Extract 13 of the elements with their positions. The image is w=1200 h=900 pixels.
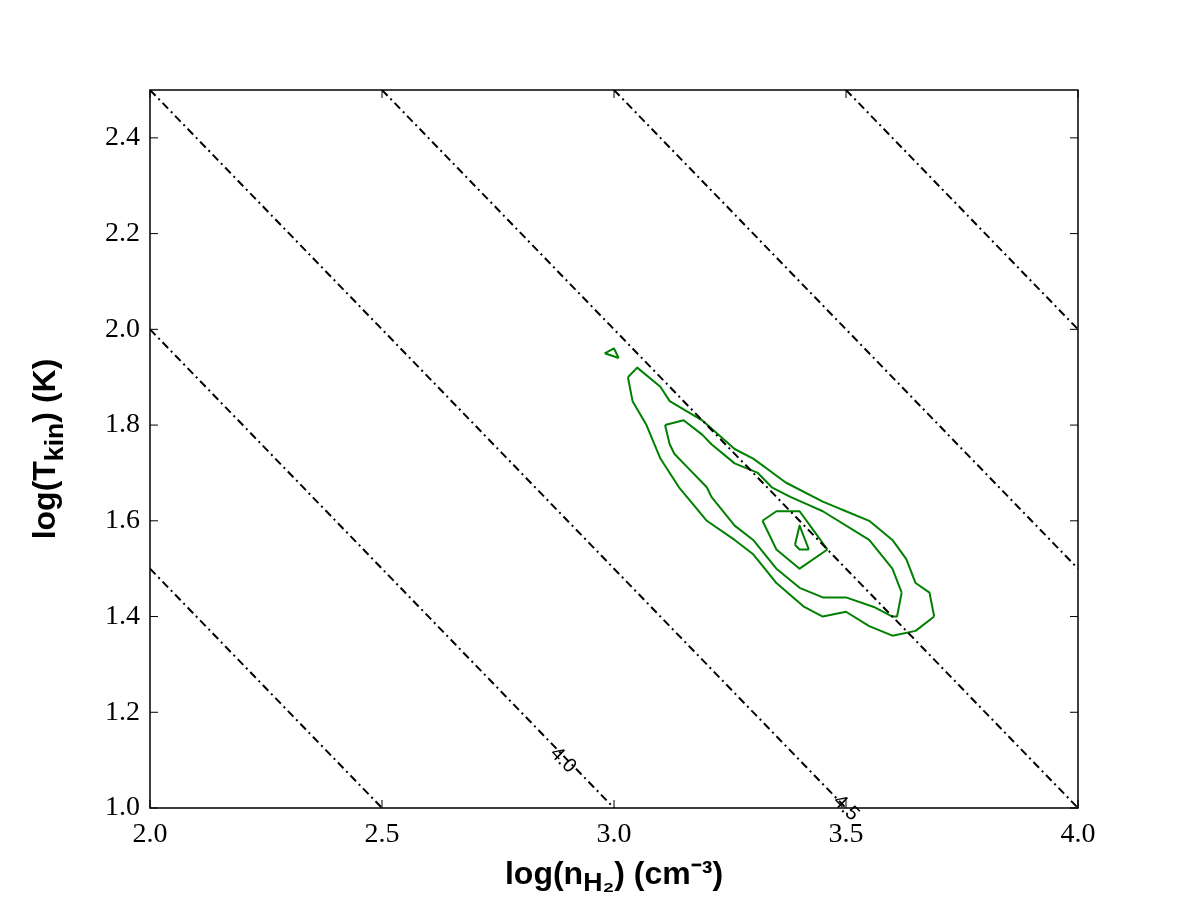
y-tick-label: 2.2 bbox=[105, 215, 140, 247]
x-tick-label: 2.5 bbox=[364, 817, 400, 849]
y-tick-label: 1.6 bbox=[105, 503, 140, 535]
y-tick-label: 1.8 bbox=[105, 407, 140, 439]
y-tick-label: 1.2 bbox=[105, 694, 140, 726]
x-tick-label: 4.0 bbox=[1060, 817, 1096, 849]
y-tick-label: 1.4 bbox=[105, 598, 140, 630]
x-axis-title: log(n$_{H₂}$) (cm⁻³) bbox=[504, 854, 724, 899]
annotation: 4.5 bbox=[829, 789, 865, 825]
y-tick-label: 2.4 bbox=[105, 120, 140, 152]
annotation: 4.0 bbox=[546, 741, 582, 777]
x-tick-label: 3.0 bbox=[596, 817, 632, 849]
y-tick-label: 2.0 bbox=[105, 311, 140, 343]
